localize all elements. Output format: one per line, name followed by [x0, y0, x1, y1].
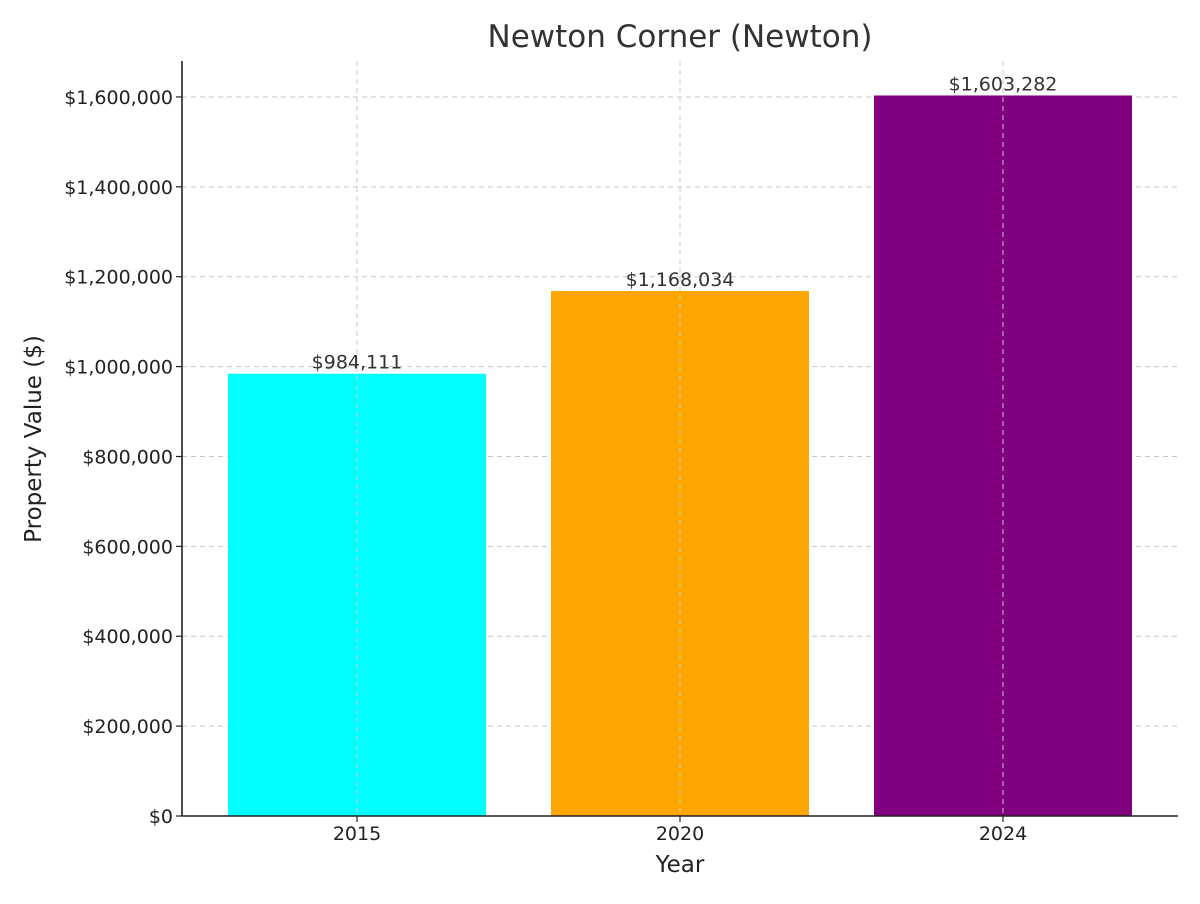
- x-axis-label: Year: [655, 852, 705, 878]
- y-tick-label: $1,000,000: [64, 357, 173, 379]
- y-axis-label: Property Value ($): [21, 335, 47, 543]
- y-tick-label: $1,200,000: [64, 267, 173, 289]
- axis-layer: [176, 61, 1178, 822]
- x-tick-label: 2020: [656, 823, 704, 845]
- y-tick-label: $800,000: [82, 446, 173, 468]
- bar-layer: [228, 95, 1132, 817]
- x-tick-label: 2024: [979, 823, 1027, 845]
- label-layer: $0 $200,000 $400,000 $600,000 $800,000 $1,000…: [64, 73, 1057, 845]
- chart-title: Newton Corner (Newton): [488, 19, 873, 55]
- value-label-2024: $1,603,282: [949, 73, 1058, 95]
- y-tick-label: $600,000: [82, 536, 173, 558]
- y-tick-label: $1,400,000: [64, 177, 173, 199]
- value-label-2020: $1,168,034: [626, 269, 735, 291]
- y-tick-label: $200,000: [82, 716, 173, 738]
- y-tick-label: $400,000: [82, 626, 173, 648]
- value-label-2015: $984,111: [312, 352, 403, 374]
- y-tick-label: $0: [149, 806, 173, 828]
- x-tick-label: 2015: [333, 823, 381, 845]
- y-tick-label: $1,600,000: [64, 87, 173, 109]
- bar-2024: [874, 95, 1132, 817]
